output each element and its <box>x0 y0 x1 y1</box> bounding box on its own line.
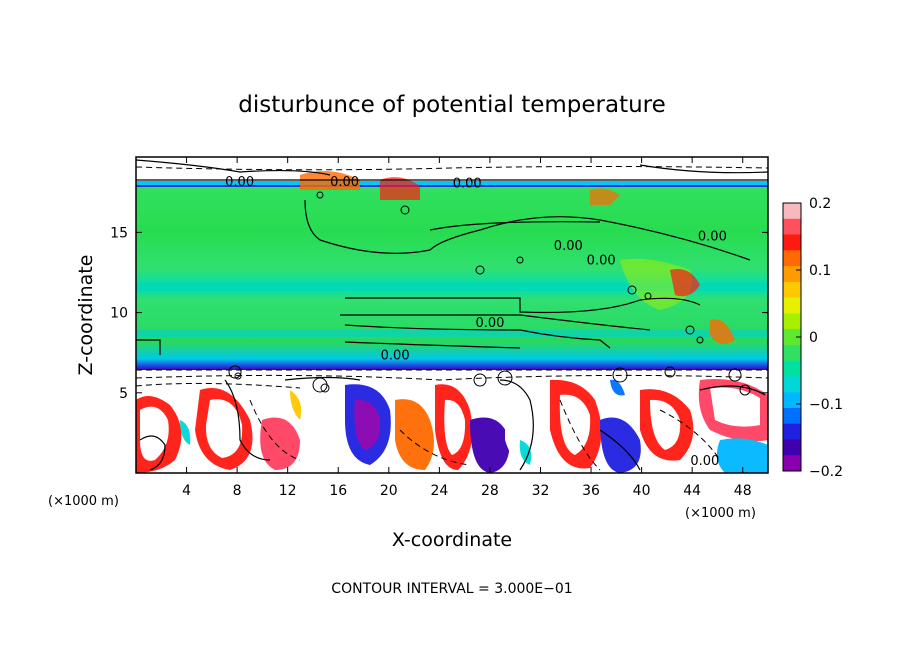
x-tick-label: 8 <box>233 483 242 499</box>
y-axis-ticks: 5 10 15 <box>110 225 768 402</box>
colorbar-segment <box>783 266 801 283</box>
chart-title: disturbunce of potential temperature <box>238 92 666 118</box>
x-axis-ticks: 4 8 12 16 20 24 28 32 36 40 44 48 <box>182 157 752 499</box>
contour-label: 0.00 <box>587 254 616 269</box>
x-tick-label: 12 <box>279 483 297 499</box>
x-tick-label: 16 <box>329 483 347 499</box>
colorbar: 0.2 0.1 0 −0.1 −0.2 <box>782 196 843 480</box>
x-tick-label: 44 <box>683 483 701 499</box>
x-tick-label: 28 <box>481 483 499 499</box>
colorbar-segment <box>783 392 801 409</box>
field-top-edge-dark <box>136 185 768 187</box>
colorbar-segment <box>783 344 801 362</box>
colorbar-segment <box>783 281 801 299</box>
colorbar-segment <box>783 455 801 472</box>
contour-wiggles <box>228 191 751 396</box>
colorbar-segment <box>783 234 801 251</box>
y-unit-label: (×1000 m) <box>48 494 119 509</box>
contour-label: 0.00 <box>554 239 583 254</box>
contour-lines <box>136 159 768 471</box>
colorbar-tick-label: 0.1 <box>809 263 831 279</box>
colorbar-tick-label: −0.1 <box>809 397 843 413</box>
x-tick-label: 32 <box>532 483 550 499</box>
colorbar-segment <box>783 376 801 393</box>
colorbar-tick-label: 0.2 <box>809 196 831 212</box>
contour-label: 0.00 <box>475 316 504 331</box>
colorbar-tick-label: −0.2 <box>809 464 843 480</box>
colorbar-segment <box>783 203 801 220</box>
contour-label: 0.00 <box>225 175 254 190</box>
x-tick-label: 36 <box>582 483 600 499</box>
y-tick-label: 10 <box>110 306 128 322</box>
colorbar-segment <box>783 297 801 314</box>
x-tick-label: 40 <box>633 483 651 499</box>
colorbar-segment <box>783 423 801 440</box>
field-top-edge <box>136 181 768 185</box>
colorbar-segment <box>783 439 801 456</box>
contour-label: 0.00 <box>381 348 410 363</box>
colorbar-segment <box>783 360 801 377</box>
y-tick-label: 5 <box>119 386 128 402</box>
plot-area: 0.00 0.00 0.00 0.00 0.00 0.00 0.00 0.00 0.00 <box>136 157 768 473</box>
field-turbulence <box>136 377 768 473</box>
colorbar-segment <box>783 313 801 330</box>
contour-labels: 0.00 0.00 0.00 0.00 0.00 0.00 0.00 0.00 0.00 <box>225 175 727 469</box>
colorbar-segment <box>783 218 801 236</box>
y-tick-label: 15 <box>110 225 128 241</box>
colorbar-segment <box>783 250 801 267</box>
y-axis-title: Z-coordinate <box>75 255 97 376</box>
x-tick-label: 4 <box>182 483 191 499</box>
x-tick-label: 24 <box>430 483 448 499</box>
colorbar-tick-label: 0 <box>809 330 818 346</box>
contour-interval-note: CONTOUR INTERVAL = 3.000E−01 <box>331 581 572 597</box>
x-unit-label: (×1000 m) <box>685 506 756 521</box>
colorbar-segment <box>783 329 801 346</box>
contour-label: 0.00 <box>698 230 727 245</box>
x-axis-title: X-coordinate <box>392 529 512 551</box>
contour-label: 0.00 <box>330 175 359 190</box>
x-tick-label: 20 <box>380 483 398 499</box>
contour-label: 0.00 <box>453 177 482 192</box>
colorbar-segment <box>783 407 801 425</box>
contour-label: 0.00 <box>690 454 719 469</box>
plot-frame <box>135 156 769 474</box>
field-cyan-streak-1 <box>136 283 768 291</box>
x-tick-label: 48 <box>734 483 752 499</box>
field-cyan-streak-2 <box>136 330 768 337</box>
